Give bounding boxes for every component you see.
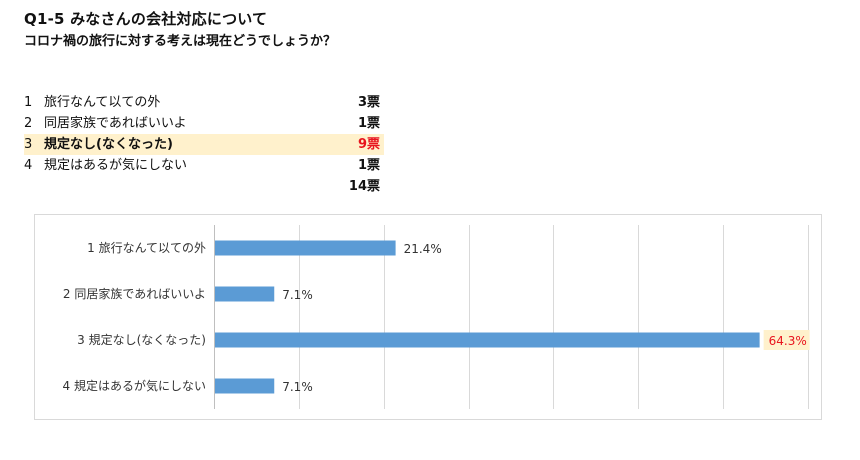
vote-count: 1票 bbox=[357, 116, 380, 131]
bar bbox=[215, 240, 396, 256]
category-label: 3 規定なし(なくなった) bbox=[77, 332, 206, 347]
vote-row-highlighted: 3 規定なし(なくなった) 9票 bbox=[24, 134, 384, 155]
bar-chart-svg: 1 旅行なんて以ての外 21.4% 2 同居家族であればいいよ 7.1% 3 規定なし(… bbox=[63, 225, 810, 409]
data-label: 64.3% bbox=[769, 334, 807, 348]
data-label: 7.1% bbox=[282, 380, 313, 394]
vote-label: 同居家族であればいいよ bbox=[44, 116, 187, 131]
question-subtitle: コロナ禍の旅行に対する考えは現在どうでしょうか？ bbox=[24, 34, 337, 49]
vote-total: 14票 bbox=[348, 179, 380, 194]
bar bbox=[215, 378, 275, 394]
category-label: 1 旅行なんて以ての外 bbox=[87, 241, 206, 255]
data-label-highlight-bg bbox=[763, 330, 810, 350]
page-title: Q1-5 みなさんの会社対応について bbox=[24, 10, 268, 28]
vote-number: 2 bbox=[24, 116, 33, 131]
vote-table: 1 旅行なんて以ての外 3票 2 同居家族であればいいよ 1票 3 規定なし(な… bbox=[24, 92, 384, 197]
vote-label: 規定なし(なくなった) bbox=[44, 137, 173, 152]
vote-total-row: 14票 bbox=[24, 176, 384, 197]
category-label: 2 同居家族であればいいよ bbox=[63, 286, 206, 301]
vote-number: 4 bbox=[24, 158, 33, 173]
vote-label: 旅行なんて以ての外 bbox=[44, 95, 161, 110]
data-label: 21.4% bbox=[404, 242, 442, 256]
vote-number: 1 bbox=[24, 95, 33, 110]
vote-label: 規定はあるが気にしない bbox=[44, 158, 188, 173]
vote-count: 1票 bbox=[357, 158, 380, 173]
vote-row: 1 旅行なんて以ての外 3票 bbox=[24, 92, 384, 113]
bar bbox=[215, 286, 275, 302]
vote-row: 2 同居家族であればいいよ 1票 bbox=[24, 113, 384, 134]
vote-number: 3 bbox=[24, 137, 33, 152]
bar bbox=[215, 332, 760, 348]
category-label: 4 規定はあるが気にしない bbox=[63, 378, 206, 393]
vote-count: 3票 bbox=[357, 95, 380, 110]
vote-row: 4 規定はあるが気にしない 1票 bbox=[24, 155, 384, 176]
data-label: 7.1% bbox=[282, 288, 313, 302]
vote-count: 9票 bbox=[357, 137, 380, 152]
bar-chart: 1 旅行なんて以ての外 21.4% 2 同居家族であればいいよ 7.1% 3 規定なし(… bbox=[34, 214, 822, 420]
